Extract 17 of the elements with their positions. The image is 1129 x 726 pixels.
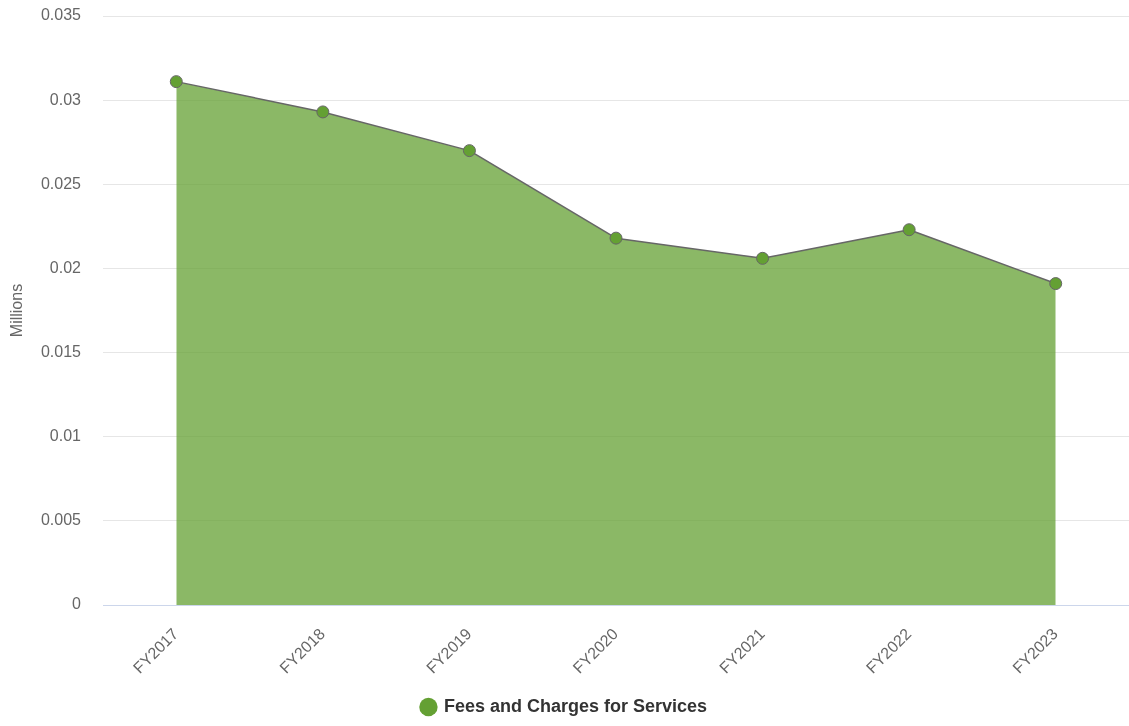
- point: [316, 105, 330, 119]
- y-tick-label: 0.02: [49, 258, 82, 276]
- y-tick-label: 0.03: [49, 90, 82, 108]
- point: [609, 231, 623, 245]
- y-tick-label: 0.035: [40, 6, 82, 24]
- point: [169, 75, 183, 89]
- point: [902, 223, 916, 237]
- y-axis-title: Millions: [8, 283, 26, 338]
- y-tick-label: 0: [72, 595, 82, 613]
- point: [1049, 277, 1063, 291]
- y-tick-label: 0.015: [40, 342, 82, 360]
- y-tick-label: 0.005: [40, 511, 82, 529]
- y-tick-label: 0.025: [40, 174, 82, 192]
- point: [756, 251, 770, 265]
- legend-label: Fees and Charges for Services: [443, 695, 708, 716]
- y-tick-label: 0.01: [49, 427, 82, 445]
- point: [462, 144, 476, 158]
